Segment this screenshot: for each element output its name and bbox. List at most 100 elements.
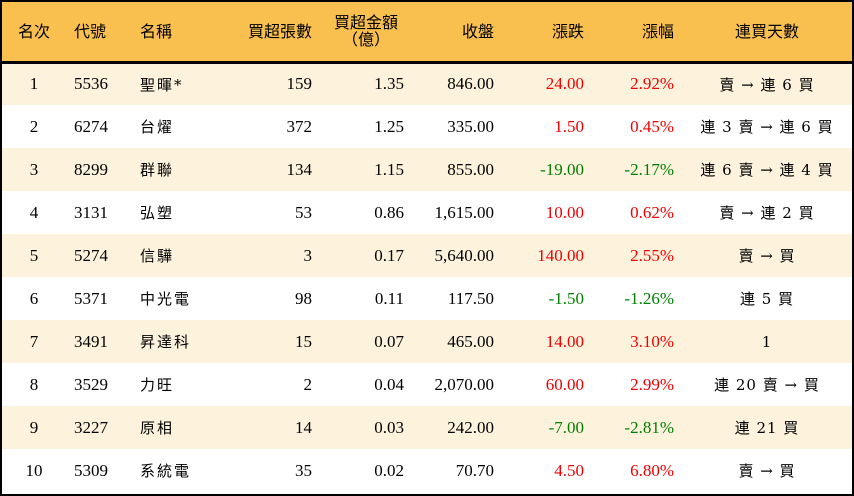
cell-code: 3491 (74, 331, 108, 351)
cell-close: 465.00 (447, 331, 494, 351)
cell-net-buy-amount: 0.17 (374, 245, 404, 265)
cell-net-buy-lots: 14 (295, 417, 312, 437)
header-row: 名次 代號 名稱 買超張數 買超金額 （億） 收盤 漲跌 漲幅 連買天數 (2, 2, 852, 64)
cell-change: 60.00 (545, 374, 584, 394)
cell-change: -19.00 (540, 159, 584, 179)
cell-name: 弘塑 (140, 204, 175, 222)
cell-consecutive-days: 連 3 賣 → 連 6 買 (700, 118, 834, 136)
table-row: 8 3529 力旺 2 0.04 2,070.00 60.00 2.99% 連 … (2, 363, 852, 406)
table-row: 3 8299 群聯 134 1.15 855.00 -19.00 -2.17% … (2, 148, 852, 191)
cell-net-buy-lots: 372 (286, 116, 313, 136)
cell-code: 3227 (74, 417, 108, 437)
table-row: 7 3491 昇達科 15 0.07 465.00 14.00 3.10% 1 (2, 320, 852, 363)
cell-change: 10.00 (545, 202, 584, 222)
cell-change-pct: -1.26% (624, 288, 674, 308)
cell-close: 335.00 (447, 116, 494, 136)
cell-change-pct: 3.10% (630, 331, 674, 351)
cell-change: -1.50 (548, 288, 584, 308)
cell-rank: 7 (29, 331, 39, 351)
cell-change: 24.00 (545, 74, 584, 94)
cell-name: 原相 (140, 419, 175, 437)
cell-close: 242.00 (447, 417, 494, 437)
cell-rank: 8 (29, 374, 39, 394)
header-net-buy-amount: 買超金額 （億） (320, 2, 412, 64)
cell-rank: 5 (29, 245, 39, 265)
cell-close: 70.70 (455, 460, 494, 480)
header-net-buy-amount-line1: 買超金額 (333, 13, 398, 33)
cell-consecutive-days: 連 6 賣 → 連 4 買 (700, 161, 834, 179)
cell-consecutive-days: 連 20 賣 → 買 (714, 376, 820, 394)
cell-consecutive-days: 賣 → 買 (738, 462, 796, 480)
header-change: 漲跌 (502, 2, 592, 64)
cell-code: 3529 (74, 374, 108, 394)
cell-close: 2,070.00 (434, 374, 495, 394)
cell-net-buy-amount: 1.35 (374, 74, 404, 94)
header-code: 代號 (66, 2, 132, 64)
cell-code: 5309 (74, 460, 108, 480)
header-close: 收盤 (412, 2, 502, 64)
header-net-buy-lots: 買超張數 (218, 2, 320, 64)
cell-code: 5536 (74, 74, 108, 94)
cell-net-buy-amount: 1.15 (374, 159, 404, 179)
cell-change: 14.00 (545, 331, 584, 351)
header-net-buy-amount-line2: （億） (341, 30, 390, 50)
cell-name: 力旺 (140, 376, 175, 394)
cell-net-buy-amount: 0.04 (374, 374, 404, 394)
cell-rank: 2 (29, 116, 39, 136)
cell-net-buy-lots: 159 (286, 74, 313, 94)
table-row: 6 5371 中光電 98 0.11 117.50 -1.50 -1.26% 連… (2, 277, 852, 320)
cell-rank: 6 (29, 288, 39, 308)
cell-net-buy-amount: 0.11 (374, 288, 404, 308)
header-change-pct: 漲幅 (592, 2, 682, 64)
cell-consecutive-days: 賣 → 買 (738, 247, 796, 265)
cell-name: 信驊 (140, 247, 175, 265)
cell-change: 140.00 (537, 245, 584, 265)
cell-change: 4.50 (554, 460, 584, 480)
cell-net-buy-amount: 0.86 (374, 202, 404, 222)
cell-change-pct: 2.92% (630, 74, 674, 94)
cell-rank: 4 (29, 202, 39, 222)
cell-net-buy-lots: 98 (295, 288, 312, 308)
cell-close: 1,615.00 (434, 202, 495, 222)
cell-change: -7.00 (548, 417, 584, 437)
cell-name: 中光電 (140, 290, 192, 308)
cell-consecutive-days: 1 (761, 332, 773, 351)
cell-change-pct: 6.80% (630, 460, 674, 480)
cell-name: 聖暉* (140, 75, 184, 94)
cell-net-buy-amount: 1.25 (374, 116, 404, 136)
cell-net-buy-lots: 134 (286, 159, 313, 179)
cell-close: 117.50 (447, 288, 494, 308)
cell-code: 6274 (74, 116, 108, 136)
cell-net-buy-amount: 0.02 (374, 460, 404, 480)
cell-net-buy-lots: 35 (295, 460, 312, 480)
cell-net-buy-lots: 53 (295, 202, 312, 222)
table-row: 1 5536 聖暉* 159 1.35 846.00 24.00 2.92% 賣… (2, 62, 852, 105)
cell-net-buy-amount: 0.03 (374, 417, 404, 437)
cell-change-pct: -2.81% (624, 417, 674, 437)
cell-change-pct: 0.62% (630, 202, 674, 222)
cell-rank: 3 (29, 159, 39, 179)
cell-name: 昇達科 (140, 333, 192, 351)
cell-net-buy-amount: 0.07 (374, 331, 404, 351)
cell-code: 3131 (74, 202, 108, 222)
table-row: 9 3227 原相 14 0.03 242.00 -7.00 -2.81% 連 … (2, 406, 852, 449)
cell-change-pct: 2.55% (630, 245, 674, 265)
cell-close: 846.00 (447, 74, 494, 94)
header-name: 名稱 (132, 2, 218, 64)
table-row: 2 6274 台燿 372 1.25 335.00 1.50 0.45% 連 3… (2, 105, 852, 148)
cell-code: 8299 (74, 159, 108, 179)
cell-name: 系統電 (140, 462, 192, 480)
cell-rank: 1 (29, 74, 39, 94)
cell-consecutive-days: 連 21 買 (734, 419, 800, 437)
cell-net-buy-lots: 15 (295, 331, 312, 351)
cell-close: 5,640.00 (434, 245, 495, 265)
cell-net-buy-lots: 2 (303, 374, 313, 394)
cell-consecutive-days: 賣 → 連 2 買 (719, 204, 815, 222)
cell-consecutive-days: 連 5 買 (739, 290, 795, 308)
cell-close: 855.00 (447, 159, 494, 179)
cell-change-pct: 0.45% (630, 116, 674, 136)
table-row: 4 3131 弘塑 53 0.86 1,615.00 10.00 0.62% 賣… (2, 191, 852, 234)
cell-consecutive-days: 賣 → 連 6 買 (719, 75, 815, 94)
